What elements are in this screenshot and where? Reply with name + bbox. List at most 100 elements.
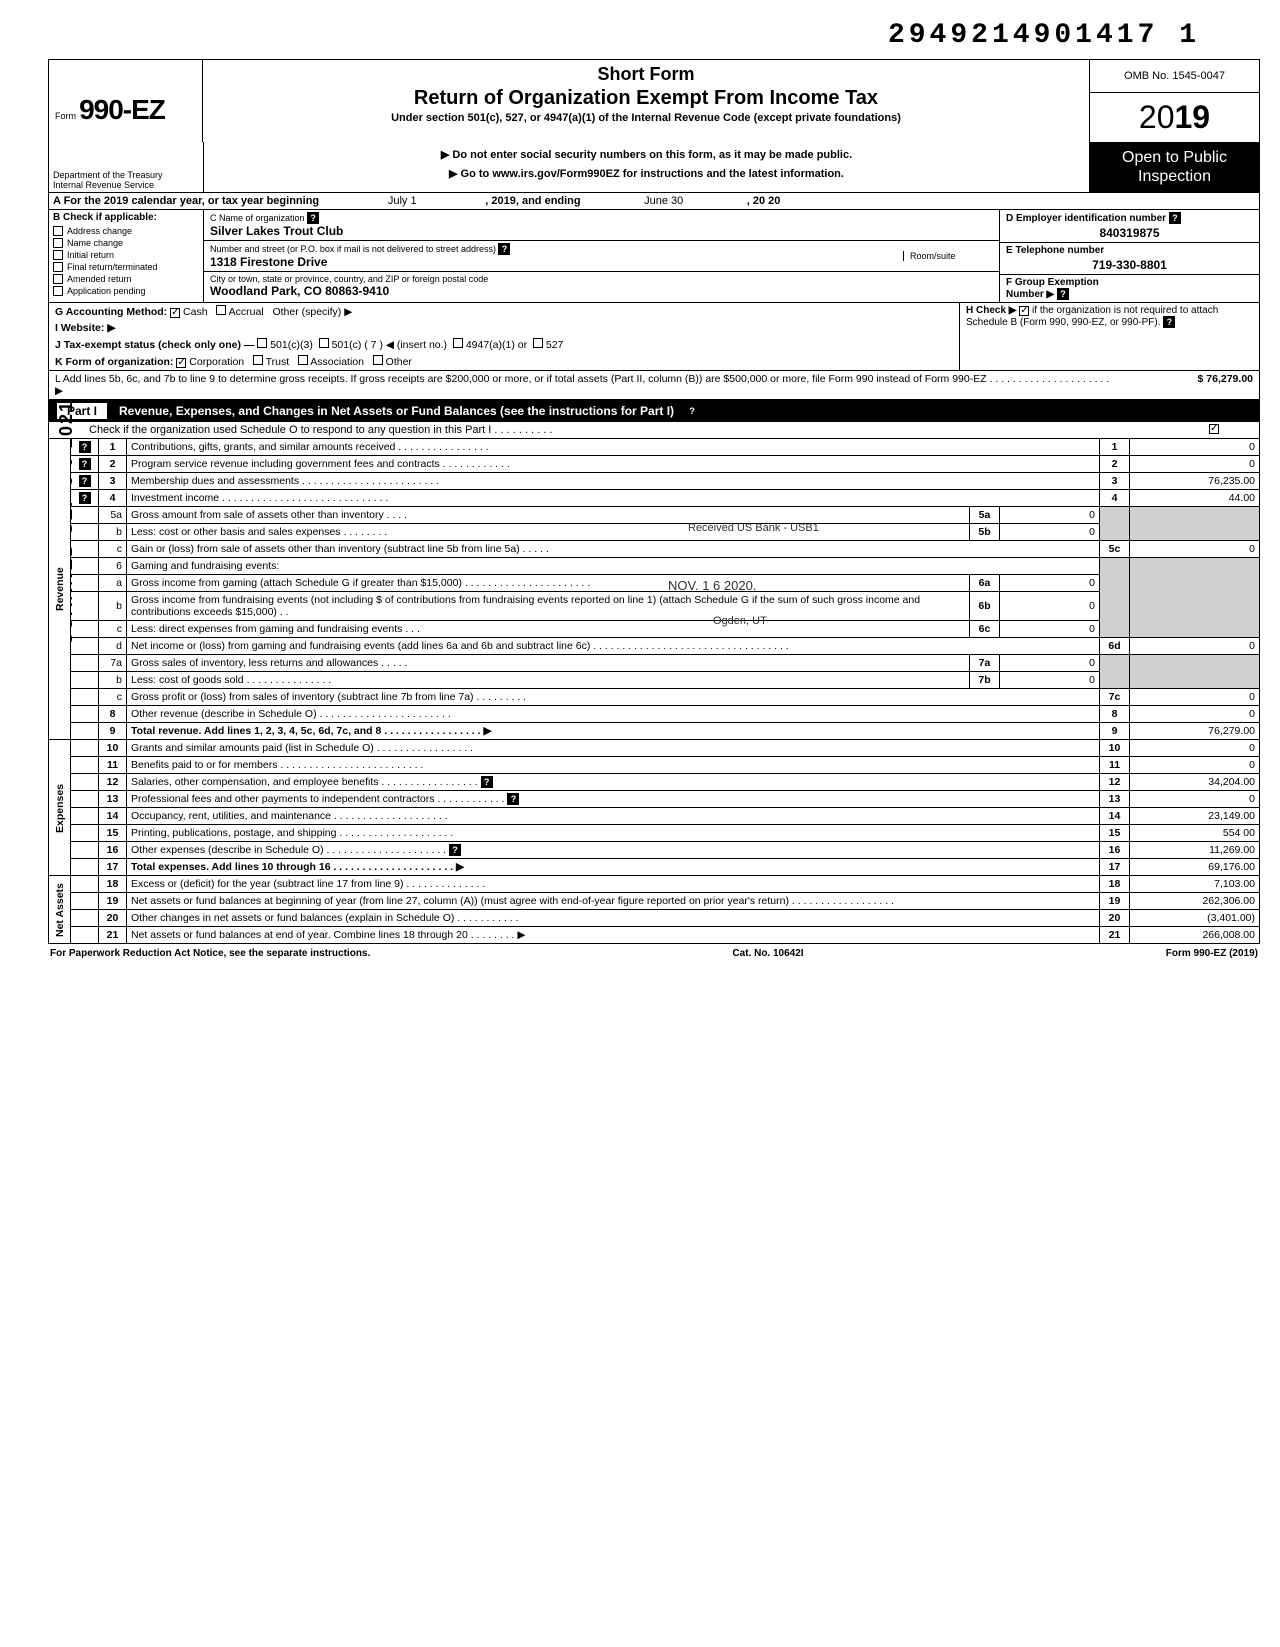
cb-527[interactable] (533, 338, 543, 348)
cb-trust[interactable] (253, 355, 263, 365)
sub-label: 6b (970, 592, 1000, 621)
footer-left: For Paperwork Reduction Act Notice, see … (50, 948, 370, 959)
cb-sched-o[interactable] (1209, 424, 1219, 434)
cb-application-pending[interactable]: Application pending (49, 285, 203, 297)
table-row: 9 Total revenue. Add lines 1, 2, 3, 4, 5… (49, 723, 1260, 740)
sched-o-text: Check if the organization used Schedule … (89, 424, 552, 436)
line-no: b (99, 524, 127, 541)
cb-address-change[interactable]: Address change (49, 225, 203, 237)
sub-value: 0 (1000, 621, 1100, 638)
cb-initial-return[interactable]: Initial return (49, 249, 203, 261)
cb-4947[interactable] (453, 338, 463, 348)
table-row: d Net income or (loss) from gaming and f… (49, 638, 1260, 655)
form-prefix: Form (55, 111, 76, 121)
instr-2: ▶ Go to www.irs.gov/Form990EZ for instru… (210, 167, 1083, 180)
sub-value: 0 (1000, 507, 1100, 524)
amt-label: 12 (1100, 774, 1130, 791)
footer: For Paperwork Reduction Act Notice, see … (48, 944, 1260, 963)
cb-accrual[interactable] (216, 305, 226, 315)
line-no: 3 (99, 473, 127, 490)
help-icon[interactable]: ? (79, 492, 91, 504)
line-no: c (99, 689, 127, 706)
amt-label: 7c (1100, 689, 1130, 706)
table-row: b Less: cost or other basis and sales ex… (49, 524, 1260, 541)
f-label2: Number ▶ (1006, 289, 1054, 300)
open-l1: Open to Public (1092, 148, 1257, 167)
amt-value: 0 (1130, 541, 1260, 558)
revenue-side-label: Revenue (49, 439, 71, 740)
part-1-header: Part I Revenue, Expenses, and Changes in… (48, 400, 1260, 422)
main-table: Revenue ? 1 Contributions, gifts, grants… (48, 438, 1260, 944)
amt-value: 34,204.00 (1130, 774, 1260, 791)
sub-value: 0 (1000, 672, 1100, 689)
amt-label: 21 (1100, 927, 1130, 944)
line-desc: Gross profit or (loss) from sales of inv… (127, 689, 1100, 706)
line-no: 19 (99, 893, 127, 910)
cb-501c3[interactable] (257, 338, 267, 348)
line-no: 17 (99, 859, 127, 876)
e-phone-row: E Telephone number 719-330-8801 (1000, 243, 1259, 275)
table-row: c Less: direct expenses from gaming and … (49, 621, 1260, 638)
row-a-mid: , 2019, and ending (485, 195, 580, 207)
table-row: 13 Professional fees and other payments … (49, 791, 1260, 808)
help-icon[interactable]: ? (507, 793, 519, 805)
table-row: 8 Other revenue (describe in Schedule O)… (49, 706, 1260, 723)
line-no: 11 (99, 757, 127, 774)
part-1-title: Revenue, Expenses, and Changes in Net As… (119, 404, 674, 418)
cb-other[interactable] (373, 355, 383, 365)
cb-name-change[interactable]: Name change (49, 237, 203, 249)
help-icon[interactable]: ? (79, 458, 91, 470)
amt-value: 69,176.00 (1130, 859, 1260, 876)
help-icon[interactable]: ? (307, 212, 319, 224)
table-row: c Gross profit or (loss) from sales of i… (49, 689, 1260, 706)
cb-cash[interactable] (170, 308, 180, 318)
sub-label: 5b (970, 524, 1000, 541)
cb-corp[interactable] (176, 358, 186, 368)
amt-value: 0 (1130, 689, 1260, 706)
col-b-head: B Check if applicable: (49, 210, 203, 225)
help-icon[interactable]: ? (481, 776, 493, 788)
help-icon[interactable]: ? (686, 405, 698, 417)
amt-label: 5c (1100, 541, 1130, 558)
c-name-row: C Name of organization ? Silver Lakes Tr… (204, 210, 999, 241)
help-icon[interactable]: ? (1169, 212, 1181, 224)
line-desc: Excess or (deficit) for the year (subtra… (127, 876, 1100, 893)
d-label: D Employer identification number (1006, 213, 1166, 224)
help-icon[interactable]: ? (1163, 316, 1175, 328)
table-row: Net Assets 18 Excess or (deficit) for th… (49, 876, 1260, 893)
line-desc: Investment income . . . . . . . . . . . … (127, 490, 1100, 507)
h-label: H Check ▶ (966, 305, 1016, 316)
help-icon[interactable]: ? (449, 844, 461, 856)
line-no: 21 (99, 927, 127, 944)
sub-label: 5a (970, 507, 1000, 524)
line-desc: Net assets or fund balances at end of ye… (127, 927, 1100, 944)
row-j: J Tax-exempt status (check only one) — 5… (49, 336, 959, 353)
cb-assoc[interactable] (298, 355, 308, 365)
line-no: 4 (99, 490, 127, 507)
amt-label: 14 (1100, 808, 1130, 825)
sub-value: 0 (1000, 524, 1100, 541)
table-row: c Gain or (loss) from sale of assets oth… (49, 541, 1260, 558)
j-label: J Tax-exempt status (check only one) — (55, 339, 254, 351)
col-b-checkboxes: B Check if applicable: Address change Na… (49, 210, 204, 302)
row-a-suffix: , 20 20 (747, 195, 781, 207)
amt-label: 19 (1100, 893, 1130, 910)
help-icon[interactable]: ? (1057, 288, 1069, 300)
l-amount: 76,279.00 (1206, 373, 1253, 385)
amt-value: 23,149.00 (1130, 808, 1260, 825)
cb-final-return[interactable]: Final return/terminated (49, 261, 203, 273)
cb-amended-return[interactable]: Amended return (49, 273, 203, 285)
dept-line-2: Internal Revenue Service (53, 180, 199, 190)
cb-501c[interactable] (319, 338, 329, 348)
amt-value: 0 (1130, 740, 1260, 757)
ghijk-left: G Accounting Method: Cash Accrual Other … (49, 303, 959, 370)
amt-value: 7,103.00 (1130, 876, 1260, 893)
table-row: a Gross income from gaming (attach Sched… (49, 575, 1260, 592)
help-icon[interactable]: ? (79, 475, 91, 487)
amt-label: 16 (1100, 842, 1130, 859)
cb-h[interactable] (1019, 306, 1029, 316)
sub-value: 0 (1000, 655, 1100, 672)
help-icon[interactable]: ? (498, 243, 510, 255)
instr-1: ▶ Do not enter social security numbers o… (210, 148, 1083, 161)
help-icon[interactable]: ? (79, 441, 91, 453)
